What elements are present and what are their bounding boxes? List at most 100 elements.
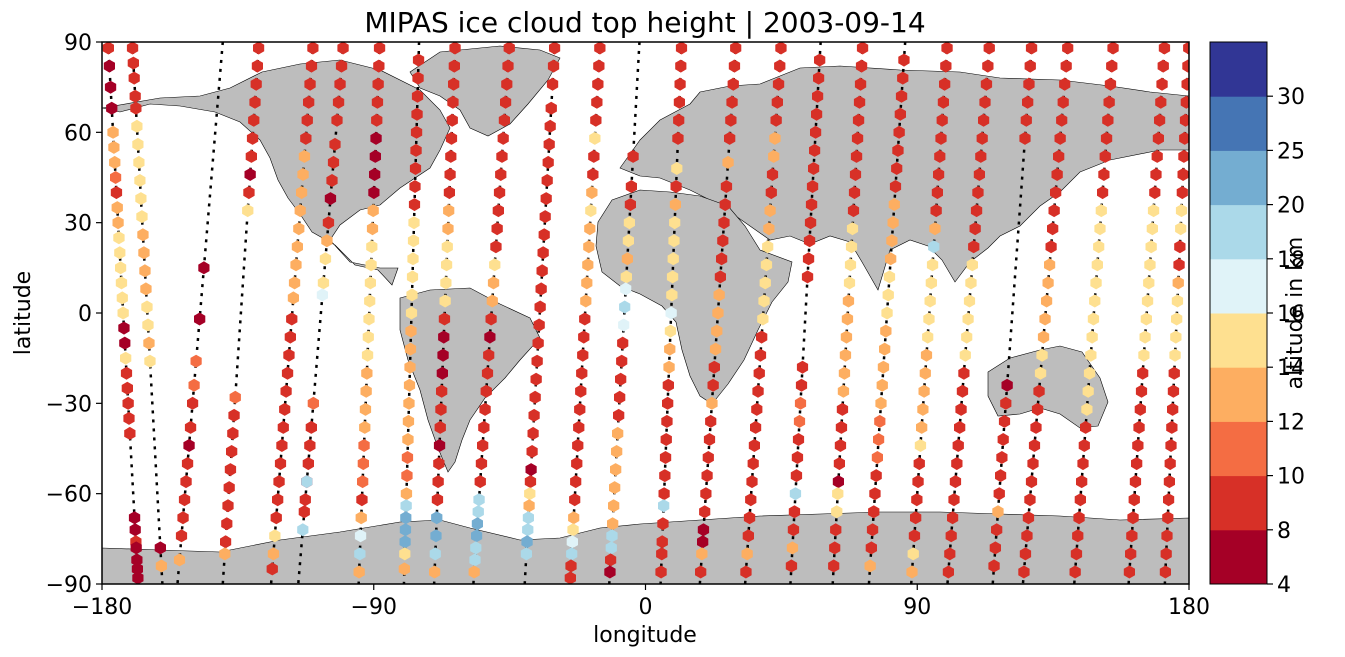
- cloud-point: [1163, 475, 1175, 489]
- cloud-point: [585, 204, 597, 218]
- cloud-point: [1102, 113, 1114, 127]
- cloud-point: [928, 240, 940, 254]
- colorbar-tick-label: 12: [1277, 410, 1305, 435]
- cloud-point: [933, 168, 945, 181]
- cloud-point: [620, 282, 632, 296]
- cloud-point: [1167, 384, 1180, 398]
- cloud-point: [358, 439, 370, 452]
- cloud-point: [618, 318, 630, 332]
- cloud-point: [190, 354, 202, 368]
- cloud-point: [786, 541, 799, 555]
- cloud-point: [443, 204, 455, 218]
- cloud-point: [364, 294, 376, 308]
- cloud-point: [852, 113, 865, 127]
- cloud-point: [371, 113, 383, 127]
- cloud-point: [537, 246, 549, 260]
- cloud-point: [359, 420, 371, 434]
- cloud-point: [132, 137, 144, 151]
- cloud-point: [1103, 95, 1115, 109]
- cloud-point: [992, 505, 1004, 519]
- cloud-point: [407, 252, 419, 266]
- cloud-point: [942, 565, 954, 579]
- colorbar-tick-label: 20: [1277, 194, 1305, 219]
- cloud-point: [444, 168, 456, 181]
- cloud-point: [1019, 547, 1032, 561]
- colorbar-segment: [1210, 529, 1267, 585]
- cloud-point: [471, 517, 483, 531]
- cloud-point: [675, 42, 688, 55]
- cloud-point: [673, 113, 685, 127]
- cloud-point: [796, 360, 809, 374]
- cloud-point: [404, 342, 417, 356]
- cloud-point: [620, 270, 632, 284]
- cloud-point: [481, 366, 494, 380]
- cloud-point: [580, 294, 592, 308]
- land-eurasia: [619, 65, 1189, 291]
- cloud-point: [895, 89, 908, 103]
- cloud-point: [492, 204, 504, 218]
- cloud-point: [658, 487, 670, 501]
- cloud-point: [589, 131, 601, 145]
- cloud-point: [609, 481, 621, 495]
- cloud-point: [916, 420, 928, 434]
- cloud-point: [1135, 384, 1148, 398]
- cloud-point: [910, 511, 922, 525]
- cloud-point: [547, 59, 560, 73]
- cloud-point: [668, 234, 680, 248]
- cloud-point: [1174, 240, 1186, 254]
- x-tick-label: 180: [1168, 595, 1210, 620]
- cloud-point: [226, 445, 238, 458]
- cloud-point: [844, 258, 857, 272]
- cloud-point: [110, 171, 122, 184]
- cloud-point: [1089, 294, 1101, 308]
- cloud-point: [665, 306, 677, 320]
- cloud-point: [963, 294, 976, 308]
- cloud-point: [412, 71, 424, 85]
- cloud-point: [615, 372, 627, 386]
- cloud-point: [354, 547, 366, 561]
- cloud-point: [792, 433, 805, 446]
- cloud-point: [1133, 420, 1145, 434]
- cloud-point: [666, 270, 679, 284]
- cloud-point: [885, 252, 897, 266]
- cloud-point: [920, 348, 933, 362]
- orbit-track: [297, 42, 345, 584]
- cloud-point: [284, 330, 296, 344]
- cloud-point: [356, 493, 368, 507]
- cloud-point: [726, 95, 738, 109]
- cloud-point: [1023, 77, 1035, 91]
- cloud-point: [403, 378, 416, 392]
- cloud-point: [188, 378, 200, 392]
- cloud-point: [931, 186, 943, 200]
- cloud-point: [1159, 565, 1171, 579]
- cloud-point: [496, 149, 508, 163]
- cloud-point: [1171, 294, 1184, 308]
- cloud-point: [576, 366, 588, 380]
- cloud-point: [664, 342, 676, 356]
- cloud-point: [272, 493, 284, 507]
- cloud-point: [448, 77, 460, 91]
- cloud-point: [139, 264, 151, 278]
- cloud-point: [112, 216, 124, 230]
- cloud-point: [831, 505, 843, 519]
- cloud-point: [814, 53, 826, 67]
- cloud-point: [802, 252, 815, 266]
- cloud-point: [243, 186, 255, 200]
- cloud-point: [980, 77, 993, 91]
- land-australia: [987, 345, 1109, 429]
- cloud-point: [855, 59, 868, 73]
- cloud-point: [154, 541, 166, 555]
- cloud-point: [544, 119, 556, 133]
- cloud-point: [108, 140, 120, 154]
- cloud-point: [478, 420, 490, 434]
- cloud-point: [131, 562, 143, 576]
- cloud-point: [441, 258, 453, 272]
- cloud-point: [719, 198, 731, 212]
- cloud-point: [533, 318, 545, 332]
- cloud-point: [1138, 348, 1150, 362]
- cloud-point: [1074, 493, 1086, 507]
- cloud-point: [621, 252, 633, 266]
- cloud-point: [401, 451, 414, 464]
- cloud-point: [1028, 439, 1041, 452]
- cloud-point: [764, 204, 776, 218]
